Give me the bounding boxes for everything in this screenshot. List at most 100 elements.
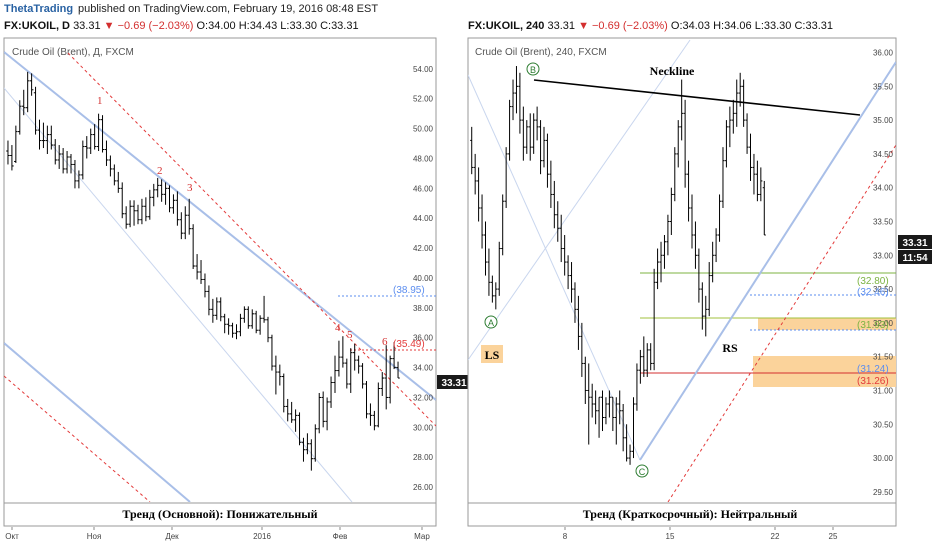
daily-bar bbox=[18, 100, 22, 135]
daily-bar bbox=[144, 197, 148, 222]
h4-bar bbox=[490, 275, 494, 303]
point-b-label: B bbox=[530, 65, 536, 75]
h4-bar bbox=[590, 383, 594, 418]
h4-bar bbox=[759, 167, 763, 202]
h4-bar bbox=[704, 295, 708, 337]
daily-trend-footer: Тренд (Основной): Понижательный bbox=[122, 507, 317, 521]
h4-bar bbox=[483, 221, 488, 276]
h4-bar bbox=[604, 397, 608, 425]
daily-bar bbox=[317, 392, 322, 434]
daily-x-tick-label: Мар bbox=[414, 532, 430, 541]
daily-bar bbox=[356, 355, 361, 374]
daily-bar bbox=[171, 194, 176, 214]
daily-bar bbox=[112, 164, 117, 186]
daily-bar bbox=[207, 285, 211, 316]
h4-bar bbox=[697, 248, 701, 303]
h4-x-tick-label: 25 bbox=[829, 532, 838, 541]
h4-y-tick-label: 36.00 bbox=[873, 49, 894, 58]
daily-bar bbox=[396, 361, 400, 379]
h4-bar bbox=[508, 99, 512, 161]
daily-bar bbox=[211, 298, 215, 323]
daily-bar bbox=[345, 358, 349, 389]
h4-y-tick-label: 35.00 bbox=[873, 116, 894, 125]
h4-bar bbox=[621, 403, 625, 452]
h4-bar bbox=[748, 133, 753, 181]
daily-bar bbox=[183, 206, 188, 240]
daily-y-tick-label: 26.00 bbox=[413, 483, 434, 492]
wave-label-2: 2 bbox=[157, 165, 163, 177]
h4-bar bbox=[652, 268, 656, 371]
h4-bar bbox=[594, 390, 598, 425]
last-price: 33.31 bbox=[547, 20, 575, 32]
h4-chart-panel[interactable]: Crude Oil (Brent), 240, FXCM 36.0035.503… bbox=[467, 37, 932, 541]
h4-bar bbox=[690, 194, 694, 249]
daily-bar bbox=[372, 410, 377, 431]
level-label-3193: (31.93) bbox=[857, 320, 889, 331]
h4-y-axis: 36.00 35.50 35.00 34.50 34.00 33.50 33.00 32.50… bbox=[873, 49, 894, 497]
h4-x-tick-label: 15 bbox=[666, 532, 675, 541]
h4-bar bbox=[528, 113, 532, 161]
h4-bar bbox=[635, 363, 639, 411]
daily-y-tick-label: 38.00 bbox=[413, 304, 434, 313]
wave-label-3: 3 bbox=[187, 182, 193, 194]
daily-bar bbox=[305, 433, 310, 455]
h4-bar bbox=[576, 295, 580, 350]
ohlc-header-daily: FX:UKOIL, D 33.31 ▼ −0.69 (−2.03%) O:34.… bbox=[4, 20, 359, 32]
h4-y-tick-label: 30.50 bbox=[873, 420, 894, 429]
h4-bar bbox=[532, 113, 536, 154]
wave-label-1: 1 bbox=[97, 95, 103, 107]
level-label-3124: (31.24) bbox=[857, 364, 889, 375]
neckline-label: Neckline bbox=[650, 64, 695, 78]
h4-bar bbox=[514, 66, 519, 114]
h4-bar bbox=[525, 120, 529, 154]
daily-bar bbox=[33, 86, 38, 135]
h4-bar bbox=[659, 241, 663, 283]
daily-bar bbox=[136, 204, 140, 225]
daily-bar bbox=[293, 409, 298, 432]
daily-bar bbox=[364, 381, 369, 419]
daily-bar bbox=[222, 313, 227, 334]
level-label-3895: (38.95) bbox=[393, 285, 425, 296]
h4-bar bbox=[473, 153, 477, 195]
daily-last-price-tag bbox=[437, 375, 471, 389]
symbol-label: FX:UKOIL, D bbox=[4, 20, 70, 32]
h4-y-tick-label: 31.00 bbox=[873, 386, 894, 395]
daily-drawings bbox=[4, 51, 436, 502]
daily-x-tick-label: Фев bbox=[333, 532, 348, 541]
daily-chart-panel[interactable]: Crude Oil (Brent), Д, FXCM 54.00 52.00 50.… bbox=[3, 37, 471, 541]
h4-bar bbox=[745, 113, 749, 154]
h4-bar bbox=[752, 153, 756, 195]
daily-bar bbox=[360, 363, 365, 389]
daily-bar bbox=[163, 182, 168, 205]
daily-bar bbox=[384, 345, 388, 410]
h4-bar bbox=[680, 79, 684, 141]
daily-bar bbox=[313, 424, 318, 462]
point-c-marker bbox=[635, 464, 649, 478]
h4-bar bbox=[552, 180, 556, 229]
h4-x-tick-label: 8 bbox=[563, 532, 568, 541]
daily-bar bbox=[226, 318, 231, 335]
daily-bar bbox=[187, 198, 191, 235]
daily-bar bbox=[281, 373, 286, 413]
daily-y-tick-label: 48.00 bbox=[413, 154, 434, 163]
h4-last-price-tag bbox=[898, 235, 932, 249]
daily-bar bbox=[41, 122, 46, 149]
daily-bar bbox=[100, 115, 105, 153]
daily-y-tick-label: 30.00 bbox=[413, 423, 434, 432]
h4-bar bbox=[735, 79, 739, 127]
daily-bar bbox=[124, 206, 128, 229]
h4-trend-footer: Тренд (Краткосрочный): Нейтральный bbox=[583, 507, 798, 521]
daily-bar bbox=[333, 355, 337, 393]
h4-bar bbox=[638, 349, 642, 384]
daily-bar bbox=[380, 372, 385, 396]
brand-link[interactable]: ThetaTrading bbox=[4, 3, 74, 15]
daily-y-tick-label: 36.00 bbox=[413, 334, 434, 343]
channel-upper-line bbox=[4, 51, 436, 401]
daily-bar bbox=[132, 200, 136, 226]
daily-chart-title: Crude Oil (Brent), Д, FXCM bbox=[12, 47, 134, 58]
daily-bar bbox=[297, 412, 302, 446]
trend-support-line bbox=[4, 375, 151, 502]
daily-bar bbox=[254, 310, 258, 334]
neckline bbox=[533, 79, 861, 116]
h4-y-tick-label: 32.50 bbox=[873, 285, 894, 294]
